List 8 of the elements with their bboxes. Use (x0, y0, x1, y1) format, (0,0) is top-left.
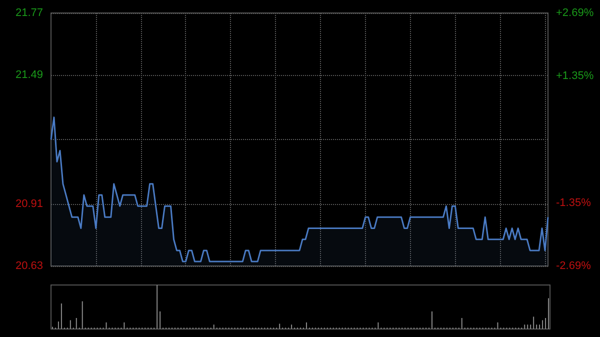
y-tick-label: 21.77 (15, 7, 43, 19)
y-tick-label: 20.63 (15, 260, 43, 272)
y2-tick-label: -1.35% (556, 196, 592, 209)
y-tick-label: 20.91 (15, 198, 43, 210)
y2-tick-label: +2.69% (556, 7, 594, 19)
y-tick-label: 21.49 (15, 69, 43, 82)
y2-tick-label: +1.35% (556, 70, 594, 82)
y2-tick-label: -2.69% (556, 260, 592, 272)
